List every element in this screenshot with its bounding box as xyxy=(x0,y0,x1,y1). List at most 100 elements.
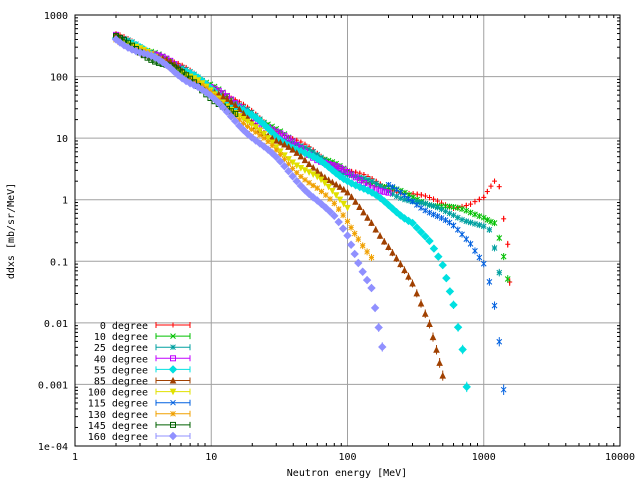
legend-label: 160 degree xyxy=(88,432,148,443)
data-point xyxy=(332,180,340,188)
data-point xyxy=(336,164,343,171)
data-point xyxy=(339,174,348,184)
data-point xyxy=(492,178,498,184)
data-point xyxy=(500,386,507,393)
data-point xyxy=(173,70,183,80)
data-point xyxy=(486,279,493,285)
data-point xyxy=(454,204,461,211)
data-point xyxy=(314,185,321,192)
data-point xyxy=(385,181,392,188)
data-point xyxy=(313,196,322,205)
data-point xyxy=(362,275,372,285)
data-point xyxy=(317,176,325,184)
data-point xyxy=(377,187,384,194)
legend-marker xyxy=(168,365,178,374)
data-point xyxy=(306,179,312,186)
data-point xyxy=(364,248,370,255)
data-point xyxy=(327,196,333,202)
data-point xyxy=(147,51,156,60)
data-point xyxy=(331,169,341,178)
data-point xyxy=(231,116,240,126)
data-point xyxy=(292,176,301,186)
series-layer xyxy=(111,31,513,395)
data-point xyxy=(422,193,428,199)
data-point xyxy=(484,217,491,223)
y-tick-label: 0.001 xyxy=(38,380,68,391)
data-point xyxy=(459,206,465,212)
data-point xyxy=(405,273,412,280)
x-tick-label: 1 xyxy=(72,452,78,463)
data-point xyxy=(308,193,318,202)
data-point xyxy=(272,144,280,151)
data-point xyxy=(450,204,457,210)
legend-entry: 10 degree xyxy=(94,332,191,343)
data-point xyxy=(476,222,483,228)
data-point xyxy=(480,260,487,267)
data-point xyxy=(309,163,317,171)
data-point xyxy=(330,211,339,221)
legend-marker xyxy=(170,399,176,406)
data-point xyxy=(439,371,447,379)
data-point xyxy=(333,163,340,170)
data-point xyxy=(425,236,434,246)
data-point xyxy=(255,139,265,148)
data-point xyxy=(360,208,367,216)
data-point xyxy=(467,209,474,216)
data-point xyxy=(374,323,383,332)
data-point xyxy=(418,199,425,206)
data-point xyxy=(317,199,326,209)
data-point xyxy=(350,249,359,259)
data-point xyxy=(123,43,133,52)
data-point xyxy=(401,266,408,274)
data-point xyxy=(259,120,269,129)
data-point xyxy=(202,88,211,97)
data-point xyxy=(181,76,191,86)
data-point xyxy=(435,198,441,204)
data-point xyxy=(325,207,335,216)
y-tick-label: 0.01 xyxy=(44,319,68,330)
data-point xyxy=(355,236,362,243)
data-point xyxy=(380,237,388,245)
data-point xyxy=(285,135,292,142)
data-point xyxy=(491,245,498,251)
data-point xyxy=(280,162,289,171)
data-point xyxy=(368,219,375,226)
data-point xyxy=(277,138,284,146)
data-point xyxy=(355,182,365,192)
data-point xyxy=(344,218,351,225)
legend-marker xyxy=(170,355,176,362)
data-point xyxy=(226,112,236,121)
data-point xyxy=(417,299,425,307)
data-point xyxy=(332,192,340,199)
data-point xyxy=(416,227,426,237)
data-point xyxy=(301,167,309,174)
data-point xyxy=(426,320,433,328)
data-point xyxy=(463,236,470,242)
data-point xyxy=(429,244,439,253)
y-tick-label: 10 xyxy=(56,134,68,145)
data-point xyxy=(381,188,388,195)
data-point xyxy=(256,132,263,138)
legend-entry: 115 degree xyxy=(88,399,191,410)
data-point xyxy=(421,232,430,241)
data-point xyxy=(418,192,424,198)
legend-label: 0 degree xyxy=(100,321,148,332)
data-point xyxy=(346,240,356,249)
data-point xyxy=(434,213,441,220)
data-point xyxy=(393,254,400,262)
legend-marker xyxy=(170,322,176,328)
data-point xyxy=(481,194,487,200)
data-point xyxy=(380,197,389,206)
data-point xyxy=(463,207,470,214)
data-point xyxy=(263,124,273,133)
data-point xyxy=(235,121,244,130)
data-point xyxy=(501,216,507,222)
data-point xyxy=(496,338,503,345)
data-point xyxy=(154,55,164,64)
data-point xyxy=(496,184,502,190)
data-point xyxy=(277,148,284,155)
data-point xyxy=(429,333,437,341)
data-point xyxy=(356,203,363,210)
